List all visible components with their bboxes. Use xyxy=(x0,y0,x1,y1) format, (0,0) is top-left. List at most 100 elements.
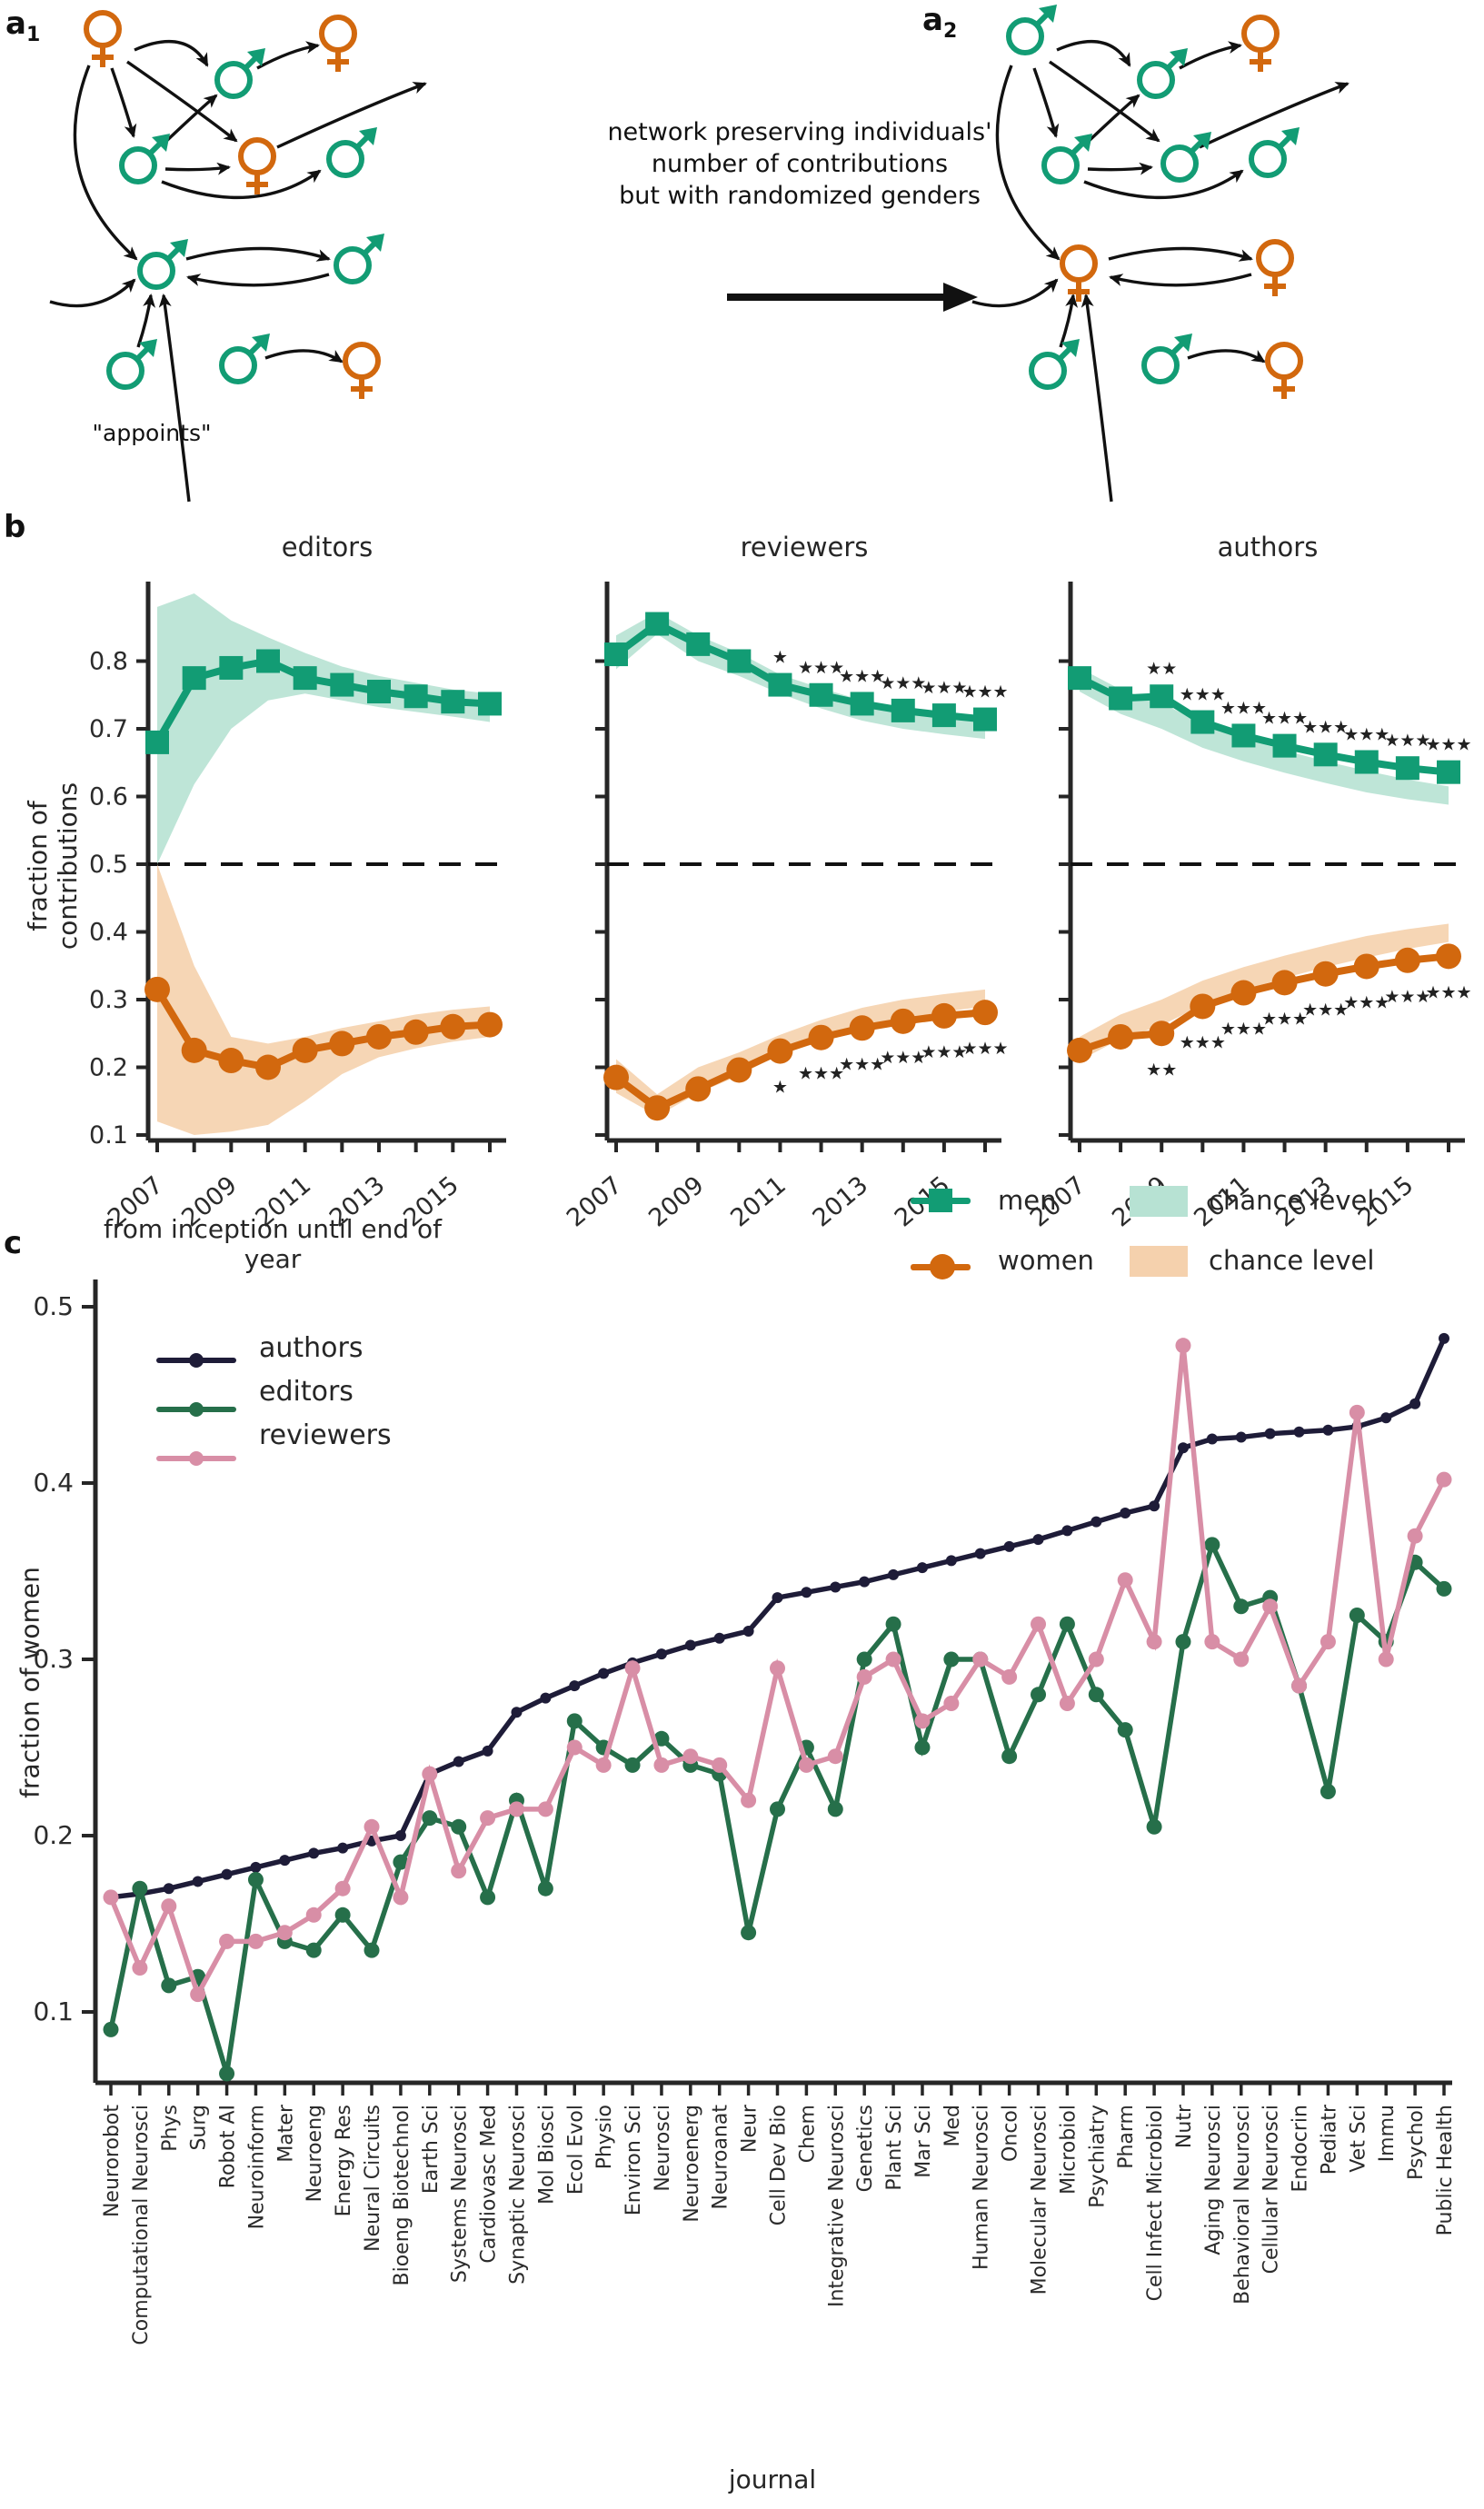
svg-text:★★★: ★★★ xyxy=(1180,685,1226,705)
svg-text:★★★: ★★★ xyxy=(1425,735,1471,755)
randomization-caption: network preserving individuals' number o… xyxy=(582,116,1018,212)
panel-c-x-axis-label: journal xyxy=(728,2464,817,2494)
svg-text:0.6: 0.6 xyxy=(89,783,128,811)
women-line xyxy=(1078,952,1449,1054)
svg-text:Neurorobot: Neurorobot xyxy=(101,2105,124,2217)
female-symbol xyxy=(238,137,276,194)
svg-text:Genetics: Genetics xyxy=(854,2105,877,2192)
svg-text:0.7: 0.7 xyxy=(89,715,128,743)
svg-text:★★★: ★★★ xyxy=(1261,1009,1308,1029)
female-symbol xyxy=(1060,244,1098,302)
subplot-title-editors: editors xyxy=(281,532,373,563)
svg-text:Environ Sci: Environ Sci xyxy=(622,2105,645,2215)
svg-text:★★★: ★★★ xyxy=(1425,982,1471,1002)
svg-text:Oncol: Oncol xyxy=(1000,2105,1022,2162)
caption-line-1: network preserving individuals' xyxy=(607,118,992,146)
svg-text:0.3: 0.3 xyxy=(89,986,128,1014)
subplot-authors: 20072009201120132015★★★★★★★★★★★★★★★★★★★★… xyxy=(1025,582,1472,1233)
svg-text:Bioeng Biotechnol: Bioeng Biotechnol xyxy=(391,2105,413,2285)
svg-text:★★★: ★★★ xyxy=(1220,1020,1267,1040)
svg-text:Neural Circuits: Neural Circuits xyxy=(362,2105,384,2252)
male-symbol xyxy=(1141,334,1192,384)
subplot-reviewers: 2007 2009 2011 2013 2015★★★★★★★★★★★★★★★★★★★★… xyxy=(562,582,1009,1233)
panel-c-label: c xyxy=(4,1225,23,1261)
appoints-label: "appoints" xyxy=(92,420,212,446)
svg-text:Integrative Neurosci: Integrative Neurosci xyxy=(825,2105,848,2307)
svg-text:Chem: Chem xyxy=(796,2105,819,2163)
svg-text:0.5: 0.5 xyxy=(89,851,128,879)
male-symbol xyxy=(1029,339,1080,390)
panel-b-x-axis-label: from inception until end of year xyxy=(103,1214,443,1274)
panel-c-y-axis-label: fraction of women xyxy=(15,1567,45,1798)
svg-text:★★★: ★★★ xyxy=(1220,698,1267,718)
panel-c-chart: 0.1 0.2 0.3 0.4 0.5 Neurorobot Computational N… xyxy=(33,1279,1457,2345)
male-symbol xyxy=(137,239,188,290)
svg-text:Cell Infect Microbiol: Cell Infect Microbiol xyxy=(1144,2105,1167,2301)
legend-men-chance-swatch xyxy=(1130,1186,1188,1217)
women-chance-band xyxy=(157,864,490,1135)
svg-text:★★★: ★★★ xyxy=(839,1054,885,1074)
women-line xyxy=(154,987,491,1071)
legend-women-chance-label: chance level xyxy=(1209,1245,1375,1276)
legend-reviewers-marker xyxy=(156,1451,236,1466)
legend-women-label: women xyxy=(998,1245,1094,1276)
men-line xyxy=(613,619,986,723)
svg-text:Public Health: Public Health xyxy=(1434,2105,1457,2235)
svg-text:★★★: ★★★ xyxy=(1343,992,1389,1012)
svg-text:Mar Sci: Mar Sci xyxy=(912,2105,935,2178)
svg-text:0.3: 0.3 xyxy=(33,1644,74,1674)
svg-text:Earth Sci: Earth Sci xyxy=(420,2105,443,2194)
svg-text:Neuroanat: Neuroanat xyxy=(710,2105,732,2210)
male-symbol xyxy=(214,48,265,99)
svg-text:0.5: 0.5 xyxy=(33,1291,74,1321)
male-symbol xyxy=(119,134,170,184)
svg-text:0.8: 0.8 xyxy=(89,648,128,676)
svg-text:Endocrin: Endocrin xyxy=(1290,2105,1312,2192)
svg-text:Neurosci: Neurosci xyxy=(652,2105,674,2192)
svg-text:0.4: 0.4 xyxy=(33,1468,74,1498)
svg-text:Ecol Evol: Ecol Evol xyxy=(564,2105,587,2195)
male-symbol xyxy=(326,127,377,178)
svg-text:★★★: ★★★ xyxy=(1384,987,1430,1007)
svg-text:★★★: ★★★ xyxy=(961,682,1008,702)
svg-text:Vet Sci: Vet Sci xyxy=(1347,2105,1369,2173)
svg-text:0.2: 0.2 xyxy=(89,1054,128,1082)
svg-text:★★★: ★★★ xyxy=(1261,709,1308,729)
panel-b-y-axis-label: fraction of contributions xyxy=(23,782,83,951)
svg-text:Neuroenerg: Neuroenerg xyxy=(681,2105,703,2223)
svg-text:Pharm: Pharm xyxy=(1115,2105,1138,2169)
svg-text:Immu: Immu xyxy=(1376,2105,1399,2162)
svg-text:Physio: Physio xyxy=(593,2105,616,2169)
svg-text:Neur: Neur xyxy=(739,2104,762,2153)
journals-chart: 0.1 0.2 0.3 0.4 0.5 Neurorobot Computational N… xyxy=(33,1279,1457,2345)
panel-b-charts: 0.1 0.2 0.3 0.4 0.5 0.6 0.7 0.8 2007 2009 2011 2013… xyxy=(89,582,1472,1233)
panel-a-network-diagram xyxy=(49,5,1350,503)
svg-text:Neuroeng: Neuroeng xyxy=(304,2105,326,2202)
svg-text:2013: 2013 xyxy=(808,1171,874,1233)
svg-text:★★: ★★ xyxy=(1146,1060,1177,1080)
women-line xyxy=(613,1009,986,1112)
subplot-title-authors: authors xyxy=(1217,532,1319,563)
caption-line-3: but with randomized genders xyxy=(619,182,981,210)
men-chance-band xyxy=(157,593,490,864)
svg-text:★★★: ★★★ xyxy=(798,658,844,678)
svg-text:★★★: ★★★ xyxy=(880,673,926,693)
female-symbol xyxy=(1256,239,1294,296)
svg-text:Plant Sci: Plant Sci xyxy=(883,2105,906,2191)
male-symbol xyxy=(334,234,384,284)
svg-text:★★★: ★★★ xyxy=(880,1048,926,1068)
legend-men-label: men xyxy=(998,1185,1057,1216)
editors-series xyxy=(103,1537,1452,2082)
panel-b-label: b xyxy=(4,509,26,545)
reviewers-series xyxy=(103,1338,1452,2003)
svg-text:★★★: ★★★ xyxy=(1343,725,1389,745)
subplot-title-reviewers: reviewers xyxy=(740,532,869,563)
svg-text:Cell Dev Bio: Cell Dev Bio xyxy=(768,2105,791,2225)
svg-text:Systems Neurosci: Systems Neurosci xyxy=(449,2105,472,2283)
legend-editors-marker xyxy=(156,1402,236,1417)
male-symbol xyxy=(1041,134,1092,184)
svg-text:★★★: ★★★ xyxy=(798,1064,844,1084)
female-symbol xyxy=(1265,342,1303,399)
male-symbol xyxy=(106,339,157,390)
